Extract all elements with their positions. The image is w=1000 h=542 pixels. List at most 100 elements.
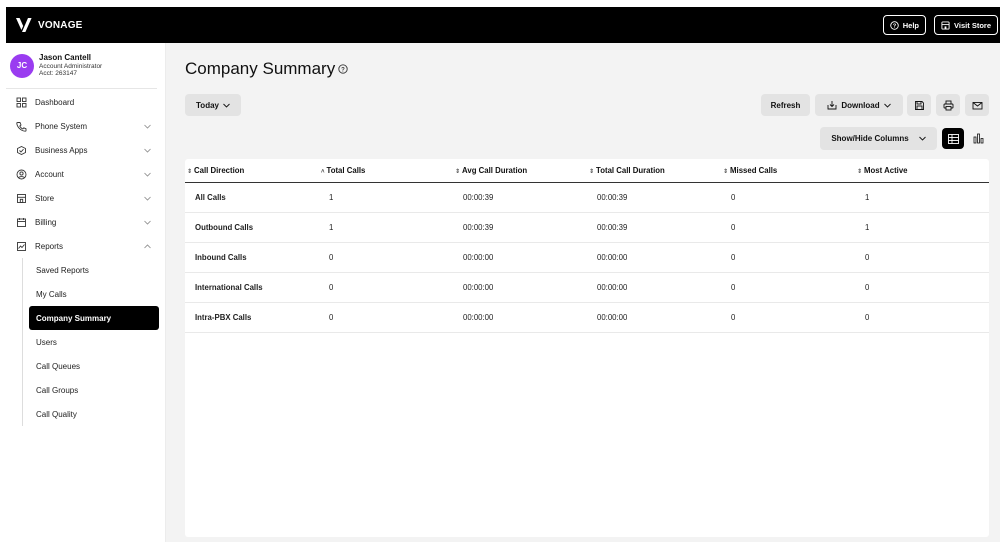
table-cell: 00:00:39 bbox=[453, 212, 587, 243]
sidebar-item-call-groups[interactable]: Call Groups bbox=[36, 385, 79, 395]
table-cell: Intra-PBX Calls bbox=[185, 302, 319, 333]
table-cell: 0 bbox=[319, 302, 453, 333]
table-row: International Calls 0 00:00:00 00:00:00 … bbox=[185, 272, 989, 303]
reports-submenu: Saved Reports My Calls Company Summary U… bbox=[22, 258, 165, 426]
sort-icon: ⇕ bbox=[723, 168, 729, 175]
sort-icon: ⇕ bbox=[857, 168, 863, 175]
table-cell: 00:00:00 bbox=[453, 242, 587, 273]
table-cell: 0 bbox=[721, 182, 855, 213]
help-label: Help bbox=[902, 20, 920, 30]
sidebar-item-call-queues[interactable]: Call Queues bbox=[36, 361, 81, 371]
summary-table-card: ⇕ Call Direction ˄ Total Calls ⇕ Avg Call D… bbox=[185, 159, 989, 537]
table-cell: 0 bbox=[721, 212, 855, 243]
store-icon bbox=[16, 193, 27, 204]
date-filter-value: Today bbox=[196, 100, 219, 110]
show-hide-columns-dropdown[interactable]: Show/Hide Columns bbox=[820, 127, 937, 150]
print-icon bbox=[943, 100, 953, 110]
refresh-button[interactable]: Refresh bbox=[761, 94, 810, 116]
user-name: Jason Cantell bbox=[39, 53, 92, 63]
column-header-total-calls[interactable]: ˄ Total Calls bbox=[319, 159, 453, 183]
top-bar: VONAGE ? Help Visit Store bbox=[6, 7, 1000, 43]
user-role: Account Administrator bbox=[39, 62, 103, 70]
table-cell: 0 bbox=[855, 302, 989, 333]
sort-icon: ⇕ bbox=[455, 168, 461, 175]
chevron-down-icon[interactable] bbox=[144, 218, 151, 227]
table-cell: 0 bbox=[319, 272, 453, 303]
column-header-most-active[interactable]: ⇕ Most Active bbox=[855, 159, 989, 183]
apps-icon bbox=[16, 145, 27, 156]
help-button[interactable]: ? Help bbox=[882, 15, 927, 35]
table-cell: 1 bbox=[319, 182, 453, 213]
table-cell: Outbound Calls bbox=[185, 212, 319, 243]
table-cell: 0 bbox=[721, 242, 855, 273]
table-cell: Inbound Calls bbox=[185, 242, 319, 273]
download-button[interactable]: Download bbox=[815, 94, 903, 116]
vonage-logo-icon bbox=[16, 18, 32, 32]
account-icon bbox=[16, 169, 27, 180]
chevron-down-icon bbox=[883, 103, 891, 108]
user-profile[interactable]: JC Jason Cantell Account Administrator A… bbox=[6, 43, 157, 89]
user-account-number: Acct: 263147 bbox=[39, 70, 77, 78]
refresh-label: Refresh bbox=[770, 100, 801, 110]
table-view-toggle[interactable] bbox=[942, 128, 964, 149]
table-header-row: ⇕ Call Direction ˄ Total Calls ⇕ Avg Call D… bbox=[185, 159, 989, 183]
sidebar-item-label: Account bbox=[35, 169, 64, 179]
sidebar-item-account[interactable]: Account bbox=[6, 162, 165, 186]
download-icon bbox=[827, 101, 837, 110]
table-row: Outbound Calls 1 00:00:39 00:00:39 0 1 bbox=[185, 212, 989, 243]
sidebar-item-label: Dashboard bbox=[35, 97, 75, 107]
sidebar-item-call-quality[interactable]: Call Quality bbox=[36, 409, 77, 419]
question-circle-icon[interactable]: ? bbox=[338, 64, 348, 74]
chevron-down-icon[interactable] bbox=[144, 122, 151, 131]
sidebar-item-store[interactable]: Store bbox=[6, 186, 165, 210]
chevron-up-icon[interactable] bbox=[144, 242, 151, 251]
chevron-down-icon[interactable] bbox=[144, 170, 151, 179]
print-button[interactable] bbox=[936, 94, 960, 116]
reports-icon bbox=[16, 241, 27, 252]
table-cell: All Calls bbox=[185, 182, 319, 213]
svg-text:?: ? bbox=[341, 67, 345, 73]
visit-store-button[interactable]: Visit Store bbox=[934, 15, 998, 35]
store-icon bbox=[941, 20, 950, 30]
table-cell: 0 bbox=[855, 242, 989, 273]
column-header-missed-calls[interactable]: ⇕ Missed Calls bbox=[721, 159, 855, 183]
column-header-avg-call-duration[interactable]: ⇕ Avg Call Duration bbox=[453, 159, 587, 183]
sidebar-item-my-calls[interactable]: My Calls bbox=[36, 289, 67, 299]
chevron-down-icon bbox=[223, 103, 230, 108]
brand-logo[interactable]: VONAGE bbox=[16, 18, 83, 32]
date-filter-dropdown[interactable]: Today bbox=[185, 94, 241, 116]
chart-view-toggle[interactable] bbox=[967, 128, 989, 149]
table-cell: 00:00:00 bbox=[587, 242, 721, 273]
sidebar-item-phone-system[interactable]: Phone System bbox=[6, 114, 165, 138]
phone-icon bbox=[16, 121, 27, 132]
sidebar-item-users[interactable]: Users bbox=[36, 337, 57, 347]
sidebar-item-company-summary[interactable]: Company Summary bbox=[29, 306, 159, 330]
sidebar-item-reports[interactable]: Reports bbox=[6, 234, 165, 258]
chevron-down-icon[interactable] bbox=[144, 194, 151, 203]
table-icon bbox=[947, 133, 959, 144]
main-content: Company Summary ? Today Refresh Download… bbox=[166, 43, 1000, 542]
sidebar-item-label: Billing bbox=[35, 217, 57, 227]
chevron-down-icon[interactable] bbox=[144, 146, 151, 155]
sidebar-item-billing[interactable]: Billing bbox=[6, 210, 165, 234]
table-cell: 00:00:00 bbox=[587, 272, 721, 303]
svg-text:?: ? bbox=[893, 23, 896, 29]
table-cell: International Calls bbox=[185, 272, 319, 303]
save-button[interactable] bbox=[907, 94, 931, 116]
save-icon bbox=[914, 100, 924, 110]
table-row: Intra-PBX Calls 0 00:00:00 00:00:00 0 0 bbox=[185, 302, 989, 333]
sidebar-item-dashboard[interactable]: Dashboard bbox=[6, 90, 165, 114]
table-cell: 1 bbox=[319, 212, 453, 243]
sidebar-item-business-apps[interactable]: Business Apps bbox=[6, 138, 165, 162]
table-row: Inbound Calls 0 00:00:00 00:00:00 0 0 bbox=[185, 242, 989, 273]
column-header-total-call-duration[interactable]: ⇕ Total Call Duration bbox=[587, 159, 721, 183]
sidebar-item-label: Reports bbox=[35, 241, 64, 251]
chevron-down-icon bbox=[918, 136, 926, 141]
column-header-call-direction[interactable]: ⇕ Call Direction bbox=[185, 159, 319, 183]
email-button[interactable] bbox=[965, 94, 989, 116]
table-cell: 00:00:00 bbox=[453, 272, 587, 303]
sidebar-item-label: Phone System bbox=[35, 121, 88, 131]
sidebar-item-saved-reports[interactable]: Saved Reports bbox=[36, 265, 89, 275]
grid-icon bbox=[16, 97, 27, 108]
sidebar-item-label: Business Apps bbox=[35, 145, 88, 155]
